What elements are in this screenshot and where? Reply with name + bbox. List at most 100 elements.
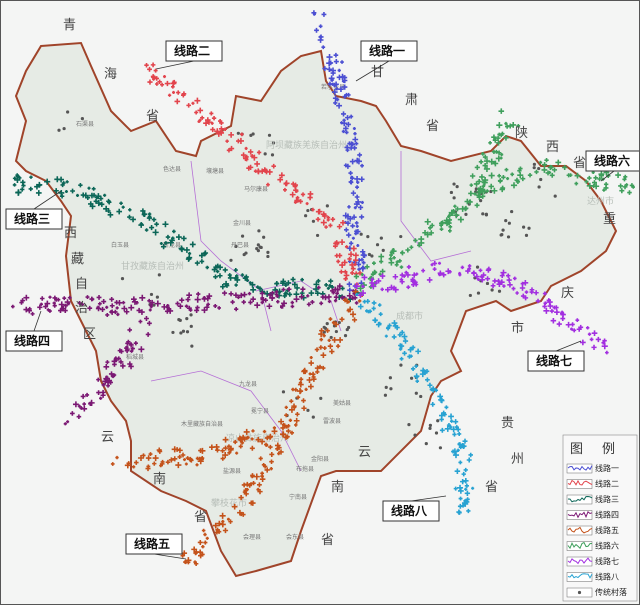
route-4-mark — [115, 306, 119, 310]
route-2-mark — [194, 97, 201, 104]
route-1-mark — [346, 281, 353, 287]
route-1-mark — [356, 180, 360, 184]
route-4-mark — [337, 283, 343, 289]
route-4-mark — [82, 402, 87, 406]
route-3-mark — [227, 275, 234, 281]
route-8-mark — [409, 346, 414, 351]
route-2-mark — [167, 93, 172, 97]
route-2-mark — [186, 103, 191, 108]
route-2-mark — [256, 150, 262, 155]
route-2-mark — [247, 164, 254, 171]
traditional-village-dot — [304, 214, 308, 218]
route-7-mark — [411, 272, 417, 278]
route-3-mark — [147, 214, 152, 219]
route-3-mark — [242, 275, 248, 281]
route-4-mark — [39, 302, 43, 306]
route-3-mark — [324, 283, 329, 287]
route-2-mark — [223, 127, 227, 132]
route-4-mark — [103, 363, 110, 370]
route-4-mark — [139, 294, 146, 301]
county-label: 石渠县 — [76, 120, 94, 128]
route-7-mark — [550, 317, 557, 324]
route-6-mark — [549, 172, 555, 178]
route-7-mark — [414, 282, 419, 287]
traditional-village-dot — [311, 415, 315, 419]
route-2-mark — [343, 272, 350, 279]
route-4-mark — [139, 309, 145, 315]
route-5-mark — [238, 437, 244, 443]
route-5-mark — [298, 389, 303, 394]
route-6-mark — [506, 177, 510, 181]
route-7-mark — [565, 321, 572, 328]
route-7-mark — [490, 283, 496, 289]
route-1-mark — [355, 158, 362, 165]
route-7-mark — [523, 295, 529, 301]
route-6-mark — [379, 259, 384, 264]
route-2-mark — [328, 223, 333, 228]
route-5-mark — [238, 444, 243, 449]
legend-label: 线路四 — [595, 510, 619, 520]
route-2-mark — [144, 63, 149, 68]
route-4-mark — [88, 399, 95, 406]
route-5-mark — [220, 456, 226, 461]
route-6-mark — [510, 172, 515, 177]
route-3-mark — [152, 229, 159, 236]
route-4-mark — [113, 357, 119, 363]
route-4-mark — [185, 297, 191, 303]
county-label: 冕宁县 — [251, 407, 269, 415]
route-4-mark — [69, 411, 75, 416]
route-5-mark — [257, 489, 263, 495]
route-2-mark — [250, 154, 255, 158]
route-5-mark — [288, 406, 295, 413]
route-5-mark — [271, 428, 278, 435]
route-5-mark — [201, 528, 206, 533]
county-label: 壤塘县 — [206, 167, 224, 175]
route-3-mark — [103, 205, 110, 212]
route-4-mark — [62, 308, 68, 314]
county-label: 马尔康县 — [244, 185, 268, 193]
traditional-village-dot — [240, 234, 245, 238]
route-2-mark — [254, 161, 260, 167]
legend-swatch — [567, 496, 593, 503]
route-4-mark — [87, 305, 93, 311]
route-5-mark — [265, 443, 269, 447]
route-2-mark — [244, 146, 248, 150]
route-2-mark — [350, 270, 355, 275]
route-6-mark — [516, 123, 521, 128]
traditional-village-dot — [537, 185, 541, 189]
route-7-mark — [560, 316, 566, 321]
sichuan-province-area — [14, 41, 618, 578]
traditional-village-dot — [66, 110, 70, 114]
traditional-village-dot — [179, 331, 183, 335]
route-1-mark — [341, 129, 346, 134]
route-3-mark — [54, 176, 61, 183]
route-2-mark — [316, 208, 323, 215]
route-1-mark — [329, 67, 337, 74]
route-4-mark — [108, 380, 113, 385]
route-5-mark — [115, 455, 119, 460]
route-3-mark — [291, 281, 298, 288]
route-4-mark — [105, 305, 109, 309]
route-5-mark — [219, 512, 226, 519]
route-3-mark — [138, 222, 145, 228]
route-6-mark — [496, 122, 503, 129]
legend-label: 线路八 — [595, 572, 619, 582]
route-8-mark — [402, 350, 407, 356]
route-3-mark — [171, 236, 175, 240]
route-8-mark — [392, 323, 399, 329]
route-4-mark — [105, 312, 110, 318]
route-6-mark — [448, 213, 452, 217]
route-5-mark — [342, 297, 348, 303]
route-8-mark — [385, 326, 391, 331]
province-label-qinghai: 青 — [63, 18, 76, 33]
route-6-mark — [428, 230, 434, 236]
route-5-mark — [269, 467, 273, 471]
route-4-mark — [260, 296, 266, 303]
route-6-mark — [373, 270, 378, 275]
route-4-mark — [46, 308, 50, 312]
route-2-mark — [228, 132, 235, 138]
route-3-mark — [29, 175, 33, 179]
route-7-mark — [546, 298, 553, 306]
route-3-mark — [89, 203, 96, 210]
